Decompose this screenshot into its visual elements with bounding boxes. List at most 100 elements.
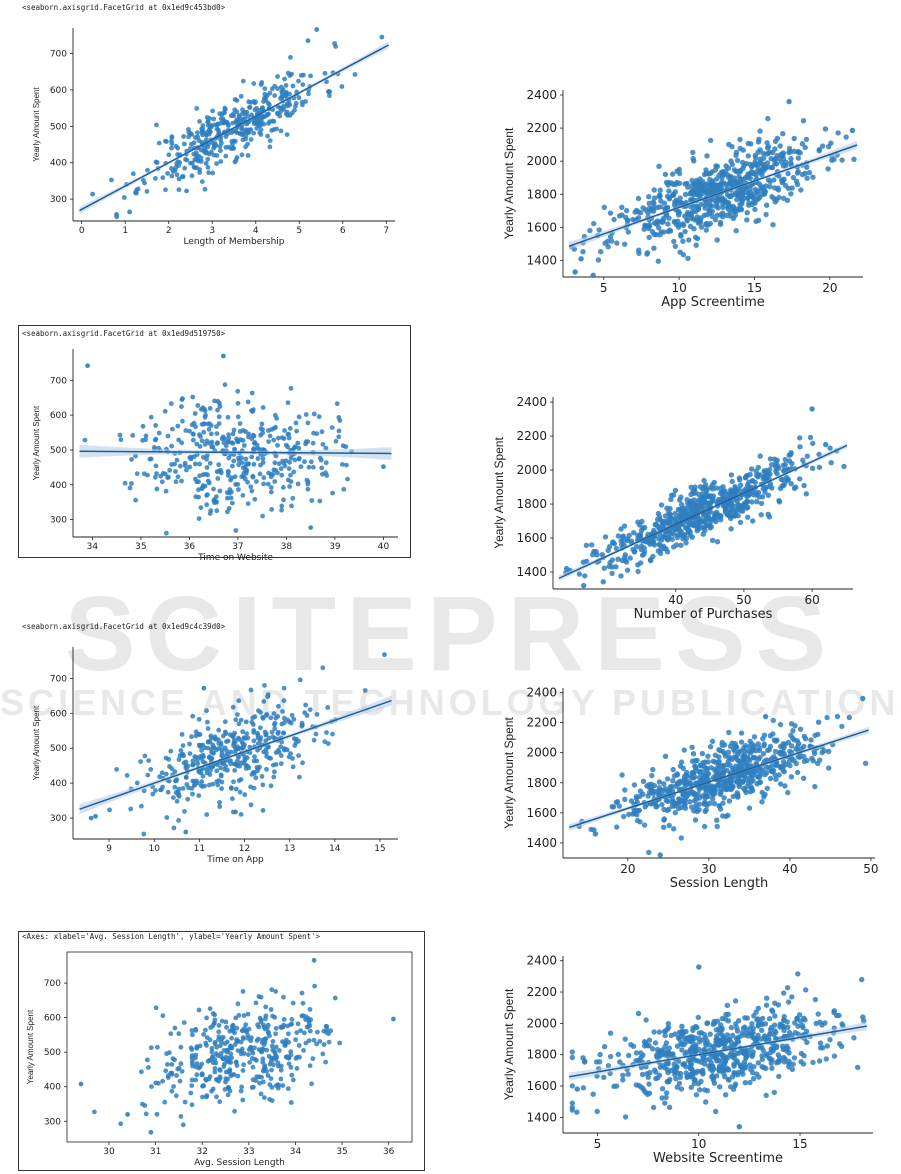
- scatter-point: [238, 777, 244, 782]
- scatter-point: [154, 486, 160, 492]
- scatter-point: [279, 507, 284, 513]
- scatter-point: [702, 800, 709, 806]
- y-tick-label: 300: [50, 814, 67, 824]
- scatter-point: [758, 1036, 764, 1042]
- scatter-point: [748, 190, 754, 196]
- scatter-point: [210, 1054, 216, 1060]
- scatter-point: [268, 755, 273, 761]
- scatter-point: [609, 564, 615, 570]
- scatter-point: [255, 732, 261, 738]
- scatter-point: [268, 783, 274, 789]
- scatter-point: [178, 1044, 184, 1050]
- scatter-point: [130, 433, 136, 438]
- scatter-point: [262, 1095, 267, 1100]
- scatter-point: [628, 798, 635, 804]
- scatter-point: [208, 733, 214, 739]
- scatter-point: [583, 558, 590, 564]
- scatter-point: [290, 495, 296, 501]
- scatter-point: [148, 1129, 154, 1135]
- scatter-point: [737, 482, 744, 488]
- scatter-point: [231, 809, 236, 815]
- scatter-point: [93, 813, 98, 819]
- scatter-point: [284, 109, 290, 115]
- scatter-point: [222, 1087, 228, 1092]
- scatter-point: [320, 665, 326, 671]
- scatter-point: [229, 1055, 235, 1061]
- scatter-point: [240, 116, 246, 122]
- scatter-point: [200, 773, 206, 779]
- scatter-point: [258, 127, 264, 133]
- scatter-point: [641, 545, 647, 551]
- y-tick-label: 2200: [526, 985, 557, 999]
- scatter-point: [251, 785, 257, 791]
- scatter-point: [746, 805, 753, 811]
- scatter-point: [711, 1018, 717, 1025]
- scatter-point: [175, 145, 181, 151]
- scatter-point: [804, 453, 810, 459]
- scatter-point: [699, 505, 705, 511]
- scatter-point: [812, 750, 818, 757]
- regression-line: [569, 1025, 867, 1078]
- scatter-point: [824, 1043, 830, 1049]
- scatter-point: [635, 568, 641, 575]
- scatter-point: [200, 472, 206, 477]
- scatter-point: [153, 788, 158, 793]
- scatter-point: [756, 745, 762, 751]
- scatter-point: [270, 1047, 276, 1053]
- scatter-point: [310, 440, 316, 446]
- scatter-point: [323, 460, 329, 466]
- scatter-point: [797, 444, 803, 450]
- scatter-point: [748, 1066, 754, 1073]
- scatter-point: [716, 1065, 723, 1071]
- y-tick-label: 700: [44, 979, 61, 989]
- scatter-point: [740, 752, 747, 759]
- scatter-point: [717, 806, 724, 812]
- scatter-point: [700, 1056, 706, 1062]
- scatter-point: [610, 539, 616, 545]
- x-tick-label: 10: [691, 1137, 706, 1151]
- scatter-point: [269, 1055, 274, 1061]
- scatter-point: [169, 462, 175, 467]
- scatter-point: [245, 399, 251, 405]
- scatter-point: [205, 745, 211, 751]
- scatter-point: [601, 565, 607, 571]
- scatter-point: [781, 1017, 787, 1023]
- scatter-point: [250, 1064, 256, 1070]
- scatter-point: [735, 794, 741, 800]
- scatter-point: [641, 822, 648, 828]
- scatter-point: [616, 213, 623, 219]
- x-tick-label: 20: [822, 281, 837, 295]
- scatter-point: [795, 754, 801, 760]
- scatter-point: [198, 159, 204, 164]
- scatter-point: [656, 225, 662, 231]
- scatter-point: [205, 719, 210, 725]
- scatter-point: [615, 556, 621, 562]
- scatter-point: [776, 497, 782, 504]
- scatter-point: [733, 763, 739, 769]
- scatter-point: [670, 544, 677, 550]
- scatter-point: [734, 1028, 741, 1034]
- scatter-point: [682, 532, 688, 538]
- scatter-point: [303, 1040, 309, 1046]
- scatter-point: [751, 1013, 757, 1019]
- scatter-point: [127, 485, 133, 491]
- scatter-point: [768, 1046, 774, 1052]
- scatter-point: [766, 514, 773, 520]
- scatter-point: [829, 157, 835, 163]
- scatter-point: [261, 1042, 267, 1047]
- scatter-point: [168, 748, 174, 754]
- scatter-point: [194, 1044, 200, 1050]
- scatter-point: [264, 93, 270, 98]
- scatter-point: [210, 170, 216, 176]
- scatter-point: [767, 178, 773, 185]
- y-tick-label: 1400: [526, 1110, 557, 1124]
- scatter-point: [841, 463, 847, 470]
- scatter-point: [761, 732, 768, 738]
- scatter-point: [689, 187, 696, 193]
- scatter-point: [235, 1048, 241, 1053]
- scatter-point: [294, 1030, 300, 1035]
- scatter-point: [205, 739, 211, 745]
- scatter-point: [734, 157, 741, 164]
- scatter-point: [252, 754, 257, 760]
- scatter-point: [778, 749, 784, 755]
